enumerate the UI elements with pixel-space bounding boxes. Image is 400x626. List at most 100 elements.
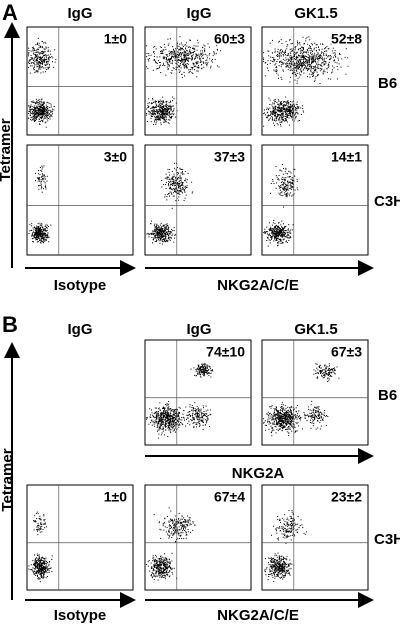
event-dot <box>164 417 166 419</box>
event-dot <box>43 228 45 230</box>
event-dot <box>202 419 203 421</box>
event-dot <box>182 416 184 418</box>
event-dot <box>188 72 190 74</box>
event-dot <box>37 226 39 228</box>
event-dot <box>279 57 281 59</box>
event-dot <box>168 58 170 60</box>
event-dot <box>169 187 171 189</box>
event-dot <box>334 52 336 54</box>
event-dot <box>274 115 276 117</box>
event-dot <box>159 428 161 430</box>
event-dot <box>295 66 297 68</box>
event-dot <box>158 420 159 422</box>
event-dot <box>316 57 318 59</box>
event-dot <box>278 192 280 194</box>
event-dot <box>290 58 292 60</box>
event-dot <box>292 103 294 105</box>
event-dot <box>320 69 322 71</box>
event-dot <box>167 228 168 230</box>
event-dot <box>37 63 39 65</box>
event-dot <box>282 195 284 197</box>
event-dot <box>48 116 50 118</box>
event-dot <box>295 73 297 75</box>
event-dot <box>166 59 168 61</box>
event-dot <box>159 231 161 233</box>
event-dot <box>274 105 276 107</box>
event-dot <box>288 230 290 232</box>
event-dot <box>271 232 273 234</box>
event-dot <box>283 53 285 55</box>
event-dot <box>208 372 210 374</box>
event-dot <box>166 416 168 418</box>
event-dot <box>197 61 199 63</box>
event-dot <box>37 111 39 113</box>
event-dot <box>181 191 183 193</box>
event-dot <box>181 47 183 49</box>
event-dot <box>166 415 168 417</box>
event-dot <box>155 233 157 235</box>
event-dot <box>167 238 169 240</box>
event-dot <box>43 165 45 167</box>
event-dot <box>166 405 168 407</box>
event-dot <box>302 428 303 430</box>
event-dot <box>286 104 287 106</box>
percentage-label: 1±0 <box>104 31 127 47</box>
event-dot <box>286 103 288 104</box>
event-dot <box>37 51 39 53</box>
event-dot <box>180 177 182 179</box>
event-dot <box>315 56 317 57</box>
event-dot <box>274 70 276 72</box>
event-dot <box>291 61 293 63</box>
event-dot <box>297 62 299 64</box>
event-dot <box>168 102 170 104</box>
event-dot <box>290 188 292 190</box>
event-dot <box>153 101 155 103</box>
event-dot <box>198 53 200 55</box>
event-dot <box>193 418 195 420</box>
event-dot <box>270 183 272 184</box>
event-dot <box>169 107 171 109</box>
event-dot <box>281 233 282 235</box>
event-dot <box>174 409 176 411</box>
event-dot <box>187 60 189 62</box>
event-dot <box>166 58 167 59</box>
event-dot <box>267 60 269 62</box>
event-dot <box>28 50 30 51</box>
event-dot <box>273 183 275 184</box>
event-dot <box>282 104 284 106</box>
event-dot <box>31 57 33 59</box>
event-dot <box>175 162 177 164</box>
event-dot <box>36 117 37 119</box>
event-dot <box>280 64 282 66</box>
event-dot <box>295 58 297 60</box>
event-dot <box>160 413 162 415</box>
event-dot <box>199 419 201 421</box>
event-dot <box>163 110 165 112</box>
event-dot <box>47 109 49 111</box>
event-dot <box>292 61 294 63</box>
plot-frame <box>261 144 369 256</box>
event-dot <box>37 106 39 108</box>
event-dot <box>169 58 171 59</box>
event-dot <box>169 111 170 113</box>
event-dot <box>205 60 207 62</box>
event-dot <box>183 51 185 53</box>
event-dot <box>310 71 312 73</box>
event-dot <box>301 64 303 66</box>
event-dot <box>197 410 199 411</box>
event-dot <box>153 124 154 126</box>
event-dot <box>207 369 209 371</box>
event-dot <box>287 115 289 116</box>
event-dot <box>167 414 169 416</box>
event-dot <box>291 115 293 117</box>
event-dot <box>195 61 197 63</box>
event-dot <box>268 234 270 236</box>
event-dot <box>271 233 273 235</box>
event-dot <box>40 58 42 60</box>
event-dot <box>40 230 42 232</box>
event-dot <box>281 61 283 63</box>
event-dot <box>268 235 270 237</box>
event-dot <box>184 61 186 62</box>
event-dot <box>201 56 203 58</box>
